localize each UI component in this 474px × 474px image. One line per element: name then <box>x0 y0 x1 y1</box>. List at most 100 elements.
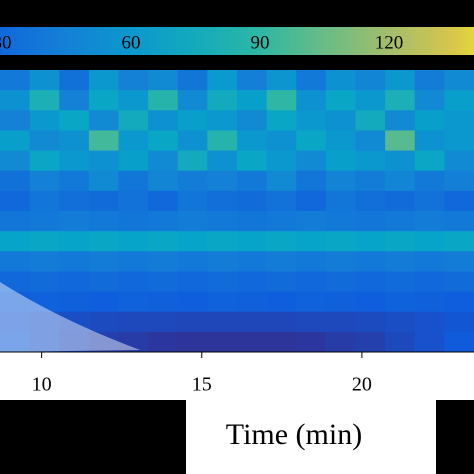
heat-cell <box>177 90 208 111</box>
heat-cell <box>237 90 268 111</box>
heat-cell <box>355 251 386 272</box>
heat-cell <box>266 90 297 111</box>
heat-cell <box>59 150 90 172</box>
heat-cell <box>444 331 474 353</box>
heat-cell <box>148 291 179 313</box>
heat-cell <box>88 331 119 353</box>
x-tick-label: 20 <box>352 374 372 396</box>
heat-cell <box>385 70 416 91</box>
heat-cell <box>207 211 238 232</box>
heat-cell <box>207 90 238 111</box>
heat-cell <box>355 331 386 353</box>
heat-cell <box>148 331 179 353</box>
heat-cell <box>148 311 179 333</box>
heat-cell <box>237 331 268 353</box>
heat-cell <box>29 291 60 313</box>
label-box <box>186 400 436 474</box>
heat-cell <box>325 170 356 192</box>
heat-cell <box>0 231 31 252</box>
heat-cell <box>118 150 149 172</box>
heat-cell <box>59 211 90 232</box>
heat-cell <box>444 251 474 272</box>
heat-cell <box>148 271 179 293</box>
heat-cell <box>0 211 31 232</box>
heat-cell <box>266 251 297 272</box>
heat-cell <box>237 130 268 152</box>
heat-cell <box>385 251 416 272</box>
heat-cell <box>296 190 327 212</box>
heat-cell <box>177 231 208 252</box>
heat-cell <box>444 211 474 232</box>
heat-cell <box>444 311 474 333</box>
heat-cell <box>414 170 445 192</box>
heat-cell <box>148 190 179 212</box>
heat-cell <box>118 211 149 232</box>
heat-cell <box>88 311 119 333</box>
heat-cell <box>177 70 208 91</box>
heat-cell <box>59 311 90 333</box>
heat-cell <box>325 231 356 252</box>
heat-cell <box>29 311 60 333</box>
heat-cell <box>355 190 386 212</box>
heat-cell <box>148 211 179 232</box>
heat-cell <box>385 211 416 232</box>
heat-cell <box>266 211 297 232</box>
heat-cell <box>29 150 60 172</box>
heat-cell <box>444 231 474 252</box>
heat-cell <box>444 190 474 212</box>
heat-cell <box>385 311 416 333</box>
heat-cell <box>355 291 386 313</box>
heat-cell <box>237 231 268 252</box>
heat-cell <box>355 170 386 192</box>
heat-cell <box>88 211 119 232</box>
heat-cell <box>414 271 445 293</box>
heat-cell <box>266 331 297 353</box>
heat-cell <box>207 190 238 212</box>
heat-cell <box>0 70 31 91</box>
colorbar-tick-label: 30 <box>0 32 12 53</box>
heat-cell <box>355 110 386 131</box>
x-tick-label: 15 <box>192 374 212 396</box>
heat-cell <box>88 70 119 91</box>
heat-cell <box>325 190 356 212</box>
heat-cell <box>88 170 119 192</box>
heat-cell <box>88 150 119 172</box>
heat-cell <box>88 90 119 111</box>
heat-cell <box>148 110 179 131</box>
heat-cell <box>355 311 386 333</box>
heat-cell <box>118 170 149 192</box>
x-tick-label: 10 <box>32 374 52 396</box>
cone-of-influence <box>0 282 140 352</box>
heat-cell <box>296 130 327 152</box>
heat-cell <box>325 211 356 232</box>
heat-cell <box>207 251 238 272</box>
heat-cell <box>88 271 119 293</box>
heat-cell <box>414 70 445 91</box>
heat-cell <box>325 311 356 333</box>
heat-cell <box>325 90 356 111</box>
heat-cell <box>207 170 238 192</box>
heat-cell <box>296 90 327 111</box>
heat-cell <box>325 251 356 272</box>
heat-cell <box>0 190 31 212</box>
heat-cell <box>444 130 474 152</box>
heat-cell <box>414 211 445 232</box>
heat-cell <box>414 130 445 152</box>
heat-cell <box>237 170 268 192</box>
heat-cell <box>237 211 268 232</box>
axis-band <box>0 354 474 400</box>
heat-cell <box>29 110 60 131</box>
heat-cell <box>414 311 445 333</box>
heat-cell <box>325 331 356 353</box>
heat-cell <box>0 90 31 111</box>
heat-cell <box>325 130 356 152</box>
heat-cell <box>385 190 416 212</box>
heat-cell <box>207 331 238 353</box>
heat-cell <box>207 291 238 313</box>
heat-cell <box>0 130 31 152</box>
heat-cell <box>207 70 238 91</box>
heat-cell <box>444 291 474 313</box>
colorbar-tick-label: 120 <box>375 32 404 53</box>
heat-cell <box>177 190 208 212</box>
heat-cell <box>88 130 119 152</box>
